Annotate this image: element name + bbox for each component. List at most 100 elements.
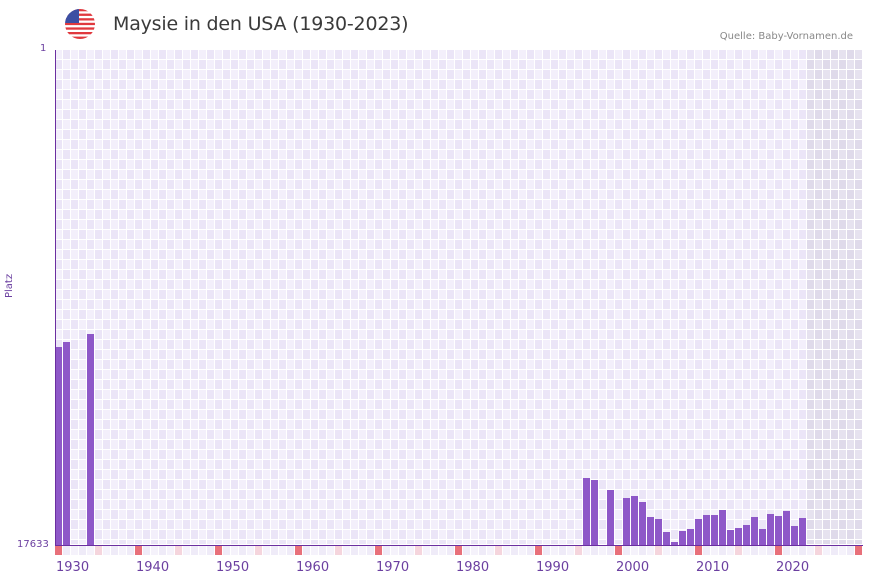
grid-cell xyxy=(527,280,535,290)
grid-cell xyxy=(263,90,271,100)
grid-cell xyxy=(255,450,263,460)
grid-cell xyxy=(367,460,375,470)
grid-cell xyxy=(247,460,255,470)
grid-cell xyxy=(119,60,127,70)
grid-cell xyxy=(823,210,831,220)
grid-cell xyxy=(183,410,191,420)
grid-cell xyxy=(271,230,279,240)
grid-cell xyxy=(791,350,799,360)
grid-cell xyxy=(711,150,719,160)
grid-cell xyxy=(543,230,551,240)
grid-cell xyxy=(135,410,143,420)
grid-cell xyxy=(559,310,567,320)
grid-cell xyxy=(831,80,839,90)
grid-cell xyxy=(103,280,111,290)
grid-cell xyxy=(591,410,599,420)
grid-cell xyxy=(735,320,743,330)
grid-cell xyxy=(375,260,383,270)
grid-cell xyxy=(223,330,231,340)
grid-cell xyxy=(615,150,623,160)
grid-cell xyxy=(599,110,607,120)
grid-cell xyxy=(263,170,271,180)
grid-cell xyxy=(311,280,319,290)
grid-cell xyxy=(95,80,103,90)
grid-cell xyxy=(551,470,559,480)
grid-cell xyxy=(151,240,159,250)
grid-cell xyxy=(455,270,463,280)
grid-cell xyxy=(463,230,471,240)
grid-cell xyxy=(527,450,535,460)
grid-cell xyxy=(575,480,583,490)
grid-cell xyxy=(775,90,783,100)
grid-cell xyxy=(791,90,799,100)
grid-cell xyxy=(599,50,607,60)
grid-cell xyxy=(423,390,431,400)
grid-cell xyxy=(111,450,119,460)
grid-cell xyxy=(271,150,279,160)
grid-cell xyxy=(559,80,567,90)
grid-cell xyxy=(583,440,591,450)
grid-cell xyxy=(383,260,391,270)
grid-cell xyxy=(359,210,367,220)
grid-cell xyxy=(383,510,391,520)
grid-cell xyxy=(415,120,423,130)
grid-cell xyxy=(655,320,663,330)
grid-cell xyxy=(575,140,583,150)
grid-cell xyxy=(839,150,847,160)
grid-cell xyxy=(87,220,95,230)
grid-cell xyxy=(663,330,671,340)
grid-cell xyxy=(567,420,575,430)
grid-cell xyxy=(615,180,623,190)
grid-cell xyxy=(263,240,271,250)
grid-cell xyxy=(775,190,783,200)
grid-cell xyxy=(223,160,231,170)
grid-cell xyxy=(447,480,455,490)
grid-cell xyxy=(311,210,319,220)
grid-cell xyxy=(727,320,735,330)
grid-cell xyxy=(191,170,199,180)
grid-cell xyxy=(159,420,167,430)
grid-cell xyxy=(391,200,399,210)
grid-cell xyxy=(727,520,735,530)
grid-cell xyxy=(95,480,103,490)
grid-cell xyxy=(815,380,823,390)
grid-cell xyxy=(103,470,111,480)
grid-cell xyxy=(783,50,791,60)
grid-cell xyxy=(535,400,543,410)
grid-cell xyxy=(455,130,463,140)
grid-cell xyxy=(503,280,511,290)
grid-cell xyxy=(535,460,543,470)
grid-cell xyxy=(263,370,271,380)
grid-cell xyxy=(703,420,711,430)
grid-cell xyxy=(359,250,367,260)
grid-cell xyxy=(199,340,207,350)
grid-cell xyxy=(255,170,263,180)
grid-cell xyxy=(359,390,367,400)
grid-cell xyxy=(615,250,623,260)
grid-cell xyxy=(439,100,447,110)
grid-cell xyxy=(455,240,463,250)
grid-cell xyxy=(55,190,63,200)
grid-cell xyxy=(583,390,591,400)
grid-cell xyxy=(807,300,815,310)
grid-cell xyxy=(727,150,735,160)
grid-cell xyxy=(255,530,263,540)
grid-cell xyxy=(439,330,447,340)
grid-cell xyxy=(647,220,655,230)
grid-cell xyxy=(439,440,447,450)
grid-cell xyxy=(775,470,783,480)
grid-cell xyxy=(847,290,855,300)
grid-cell xyxy=(839,160,847,170)
grid-cell xyxy=(127,420,135,430)
grid-cell xyxy=(279,410,287,420)
grid-cell xyxy=(87,270,95,280)
grid-cell xyxy=(839,170,847,180)
grid-cell xyxy=(631,120,639,130)
grid-cell xyxy=(263,270,271,280)
grid-cell xyxy=(279,160,287,170)
grid-cell xyxy=(455,310,463,320)
grid-cell xyxy=(807,270,815,280)
grid-cell xyxy=(543,190,551,200)
grid-cell xyxy=(759,120,767,130)
grid-cell xyxy=(359,290,367,300)
